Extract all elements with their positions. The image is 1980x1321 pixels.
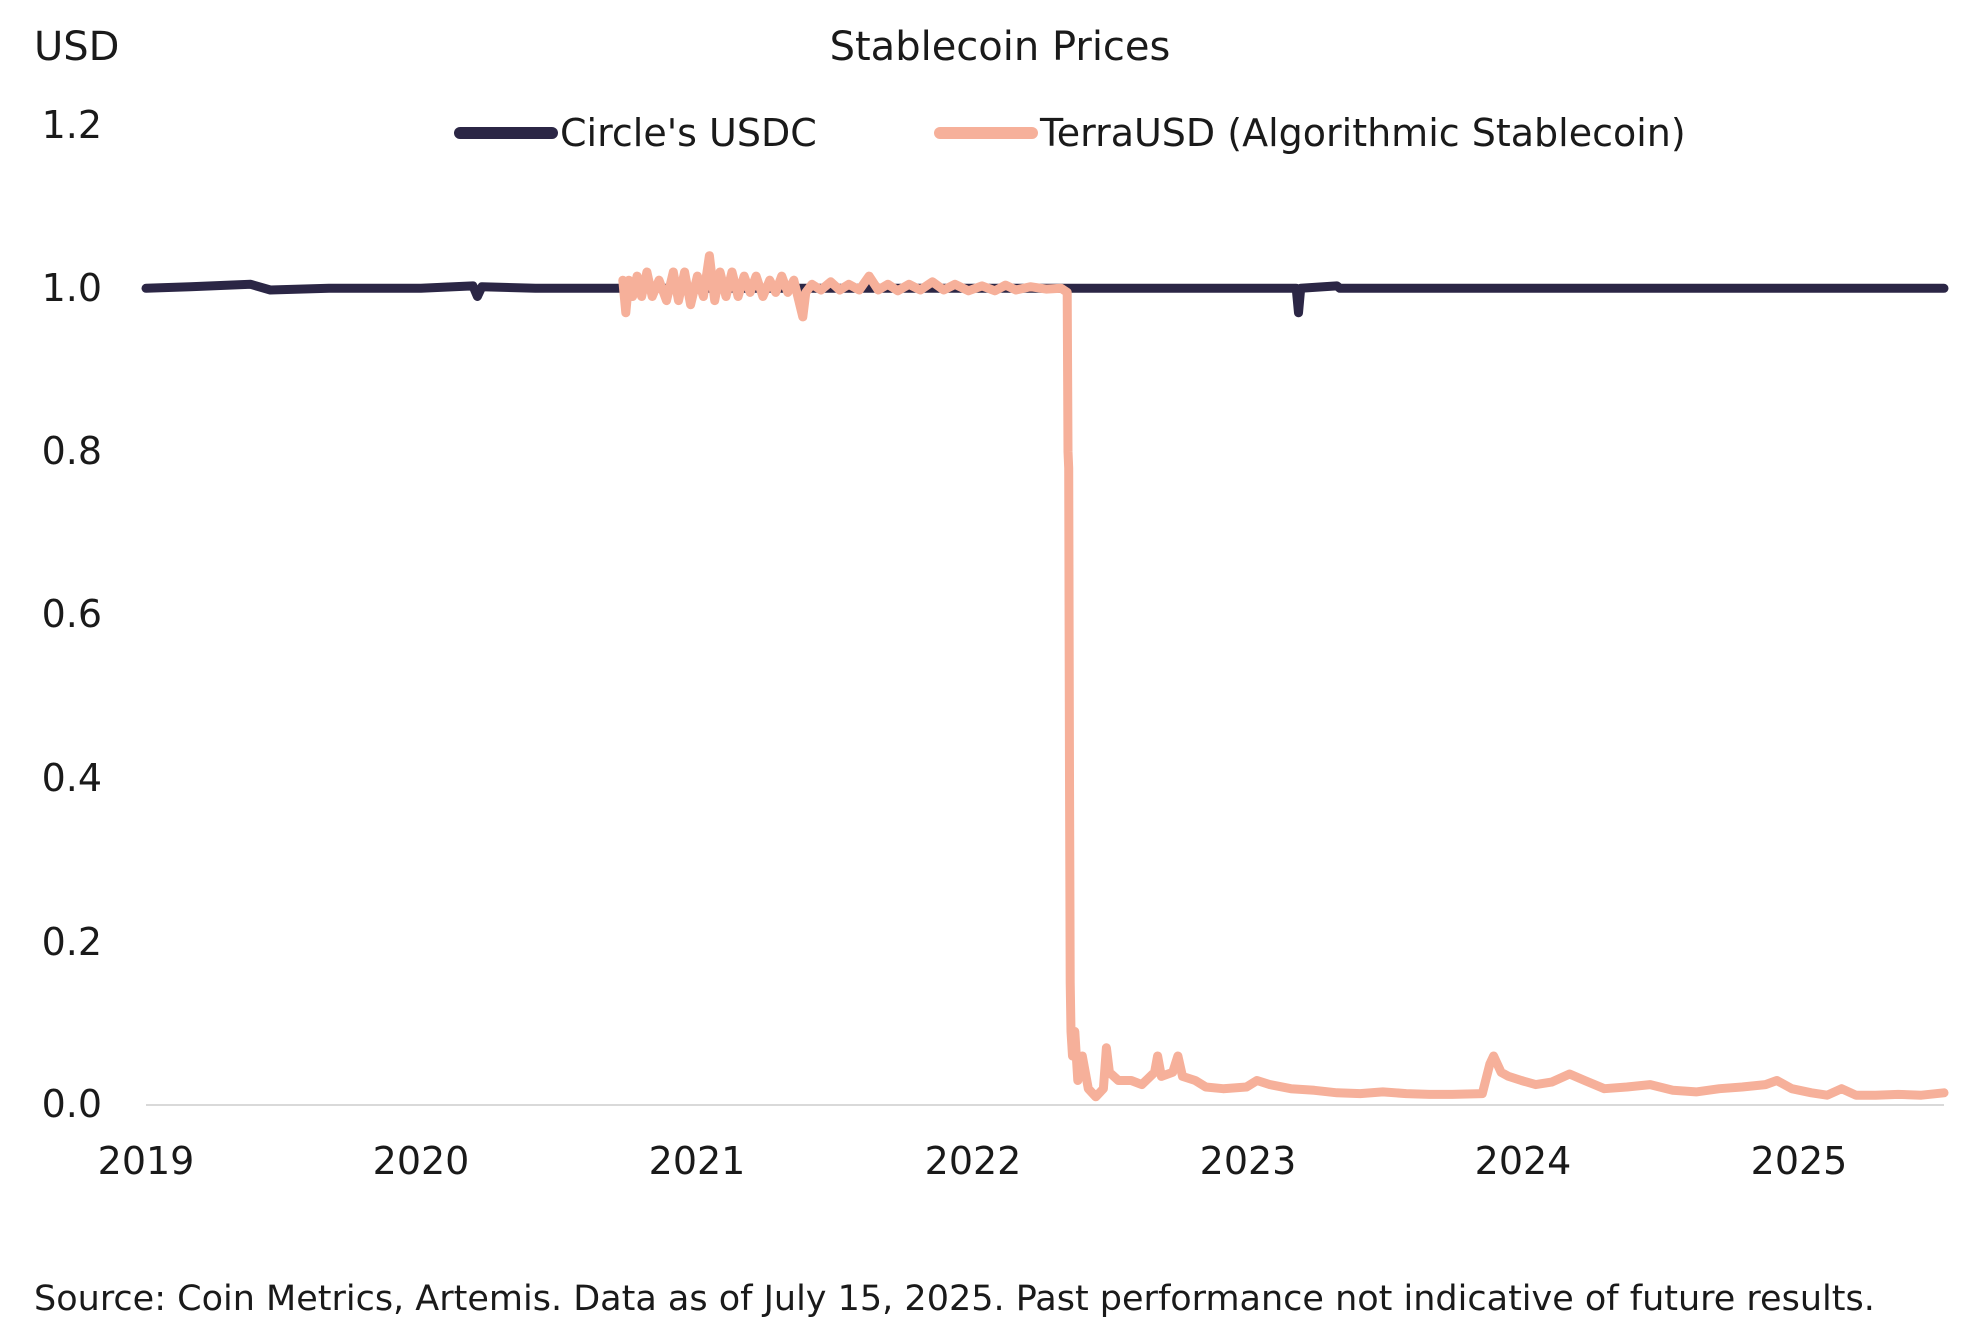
y-tick-label: 0.2 — [42, 920, 102, 964]
y-tick-label: 0.0 — [42, 1082, 102, 1126]
legend-label-usdc: Circle's USDC — [560, 111, 817, 155]
y-tick-label: 1.2 — [42, 103, 102, 147]
y-axis: 0.0 0.2 0.4 0.6 0.8 1.0 1.2 — [42, 103, 102, 1126]
legend-item-usdc: Circle's USDC — [454, 111, 817, 155]
y-tick-label: 1.0 — [42, 266, 102, 310]
legend-label-terrausd: TerraUSD (Algorithmic Stablecoin) — [1039, 111, 1686, 155]
x-axis: 2019 2020 2021 2022 2023 2024 2025 — [98, 1139, 1848, 1183]
x-tick-label: 2025 — [1751, 1139, 1848, 1183]
plot-area — [141, 251, 1949, 1102]
series-line-terrausd — [618, 251, 1949, 1102]
x-tick-label: 2023 — [1200, 1139, 1297, 1183]
y-tick-label: 0.4 — [42, 756, 102, 800]
x-tick-label: 2020 — [373, 1139, 470, 1183]
x-tick-label: 2019 — [98, 1139, 195, 1183]
y-tick-label: 0.6 — [42, 592, 102, 636]
y-tick-label: 0.8 — [42, 429, 102, 473]
y-axis-unit-label: USD — [34, 24, 119, 70]
x-tick-label: 2021 — [649, 1139, 746, 1183]
x-tick-label: 2024 — [1475, 1139, 1572, 1183]
chart-title: Stablecoin Prices — [830, 24, 1171, 70]
legend: Circle's USDC TerraUSD (Algorithmic Stab… — [454, 111, 1686, 155]
source-footnote: Source: Coin Metrics, Artemis. Data as o… — [34, 1279, 1875, 1319]
x-tick-label: 2022 — [925, 1139, 1022, 1183]
legend-item-terrausd: TerraUSD (Algorithmic Stablecoin) — [934, 111, 1686, 155]
